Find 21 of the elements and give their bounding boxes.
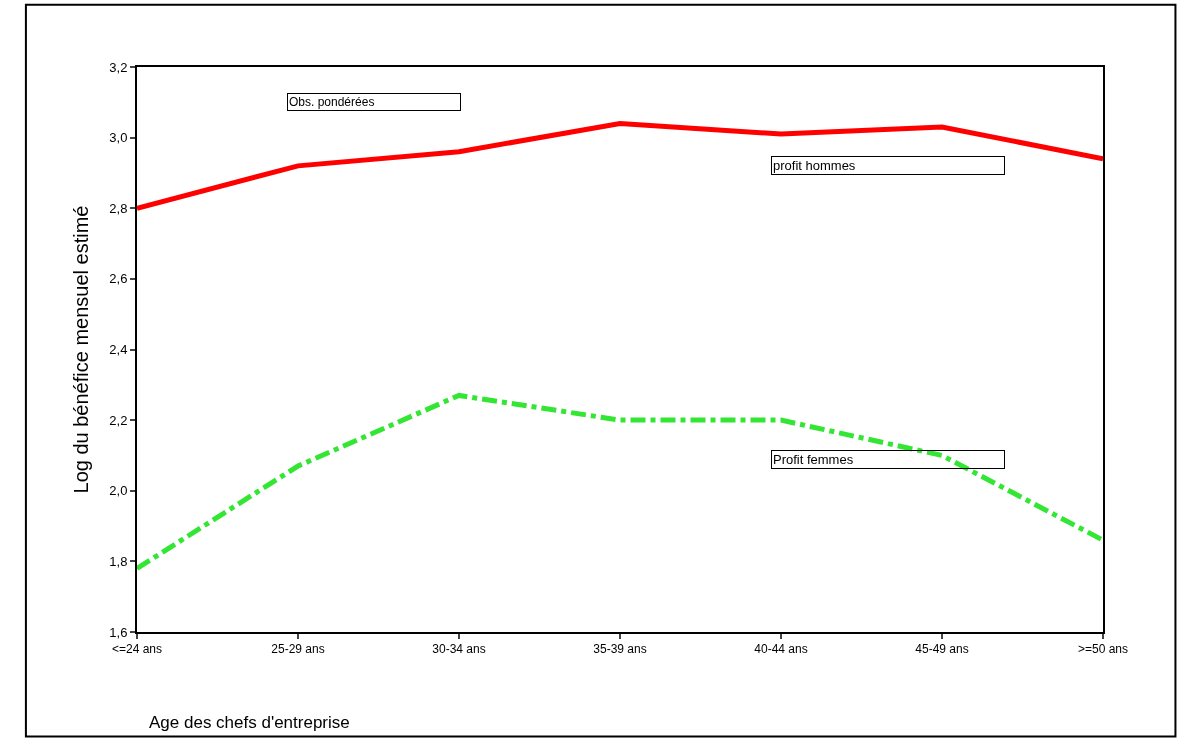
y-tick-label: 1,8 [109,553,128,569]
x-tick-label: <=24 ans [111,642,163,657]
y-tick-label: 2,8 [109,200,128,216]
x-tick-label: 35-39 ans [593,642,647,657]
y-tick-label: 2,2 [109,412,128,428]
series-label: profit hommes [773,158,856,173]
y-tick-label: 3,0 [109,130,128,146]
y-tick-label: 2,4 [109,342,128,358]
x-tick-label: 25-29 ans [271,642,325,657]
x-tick-label: 30-34 ans [432,642,486,657]
x-tick-label: 45-49 ans [915,642,969,657]
y-tick-label: 3,2 [109,59,128,75]
y-tick-label: 2,0 [109,483,128,499]
annotation: Obs. pondérées [289,95,375,109]
y-tick-label: 2,6 [109,271,128,287]
y-tick-label: 1,6 [109,624,128,640]
x-tick-label: >=50 ans [1077,642,1129,657]
x-tick-label: 40-44 ans [754,642,808,657]
x-axis-title: Age des chefs d'entreprise [149,713,350,732]
y-axis-title: Log du bénéfice mensuel estimé [70,205,93,494]
series-label: Profit femmes [773,452,854,467]
